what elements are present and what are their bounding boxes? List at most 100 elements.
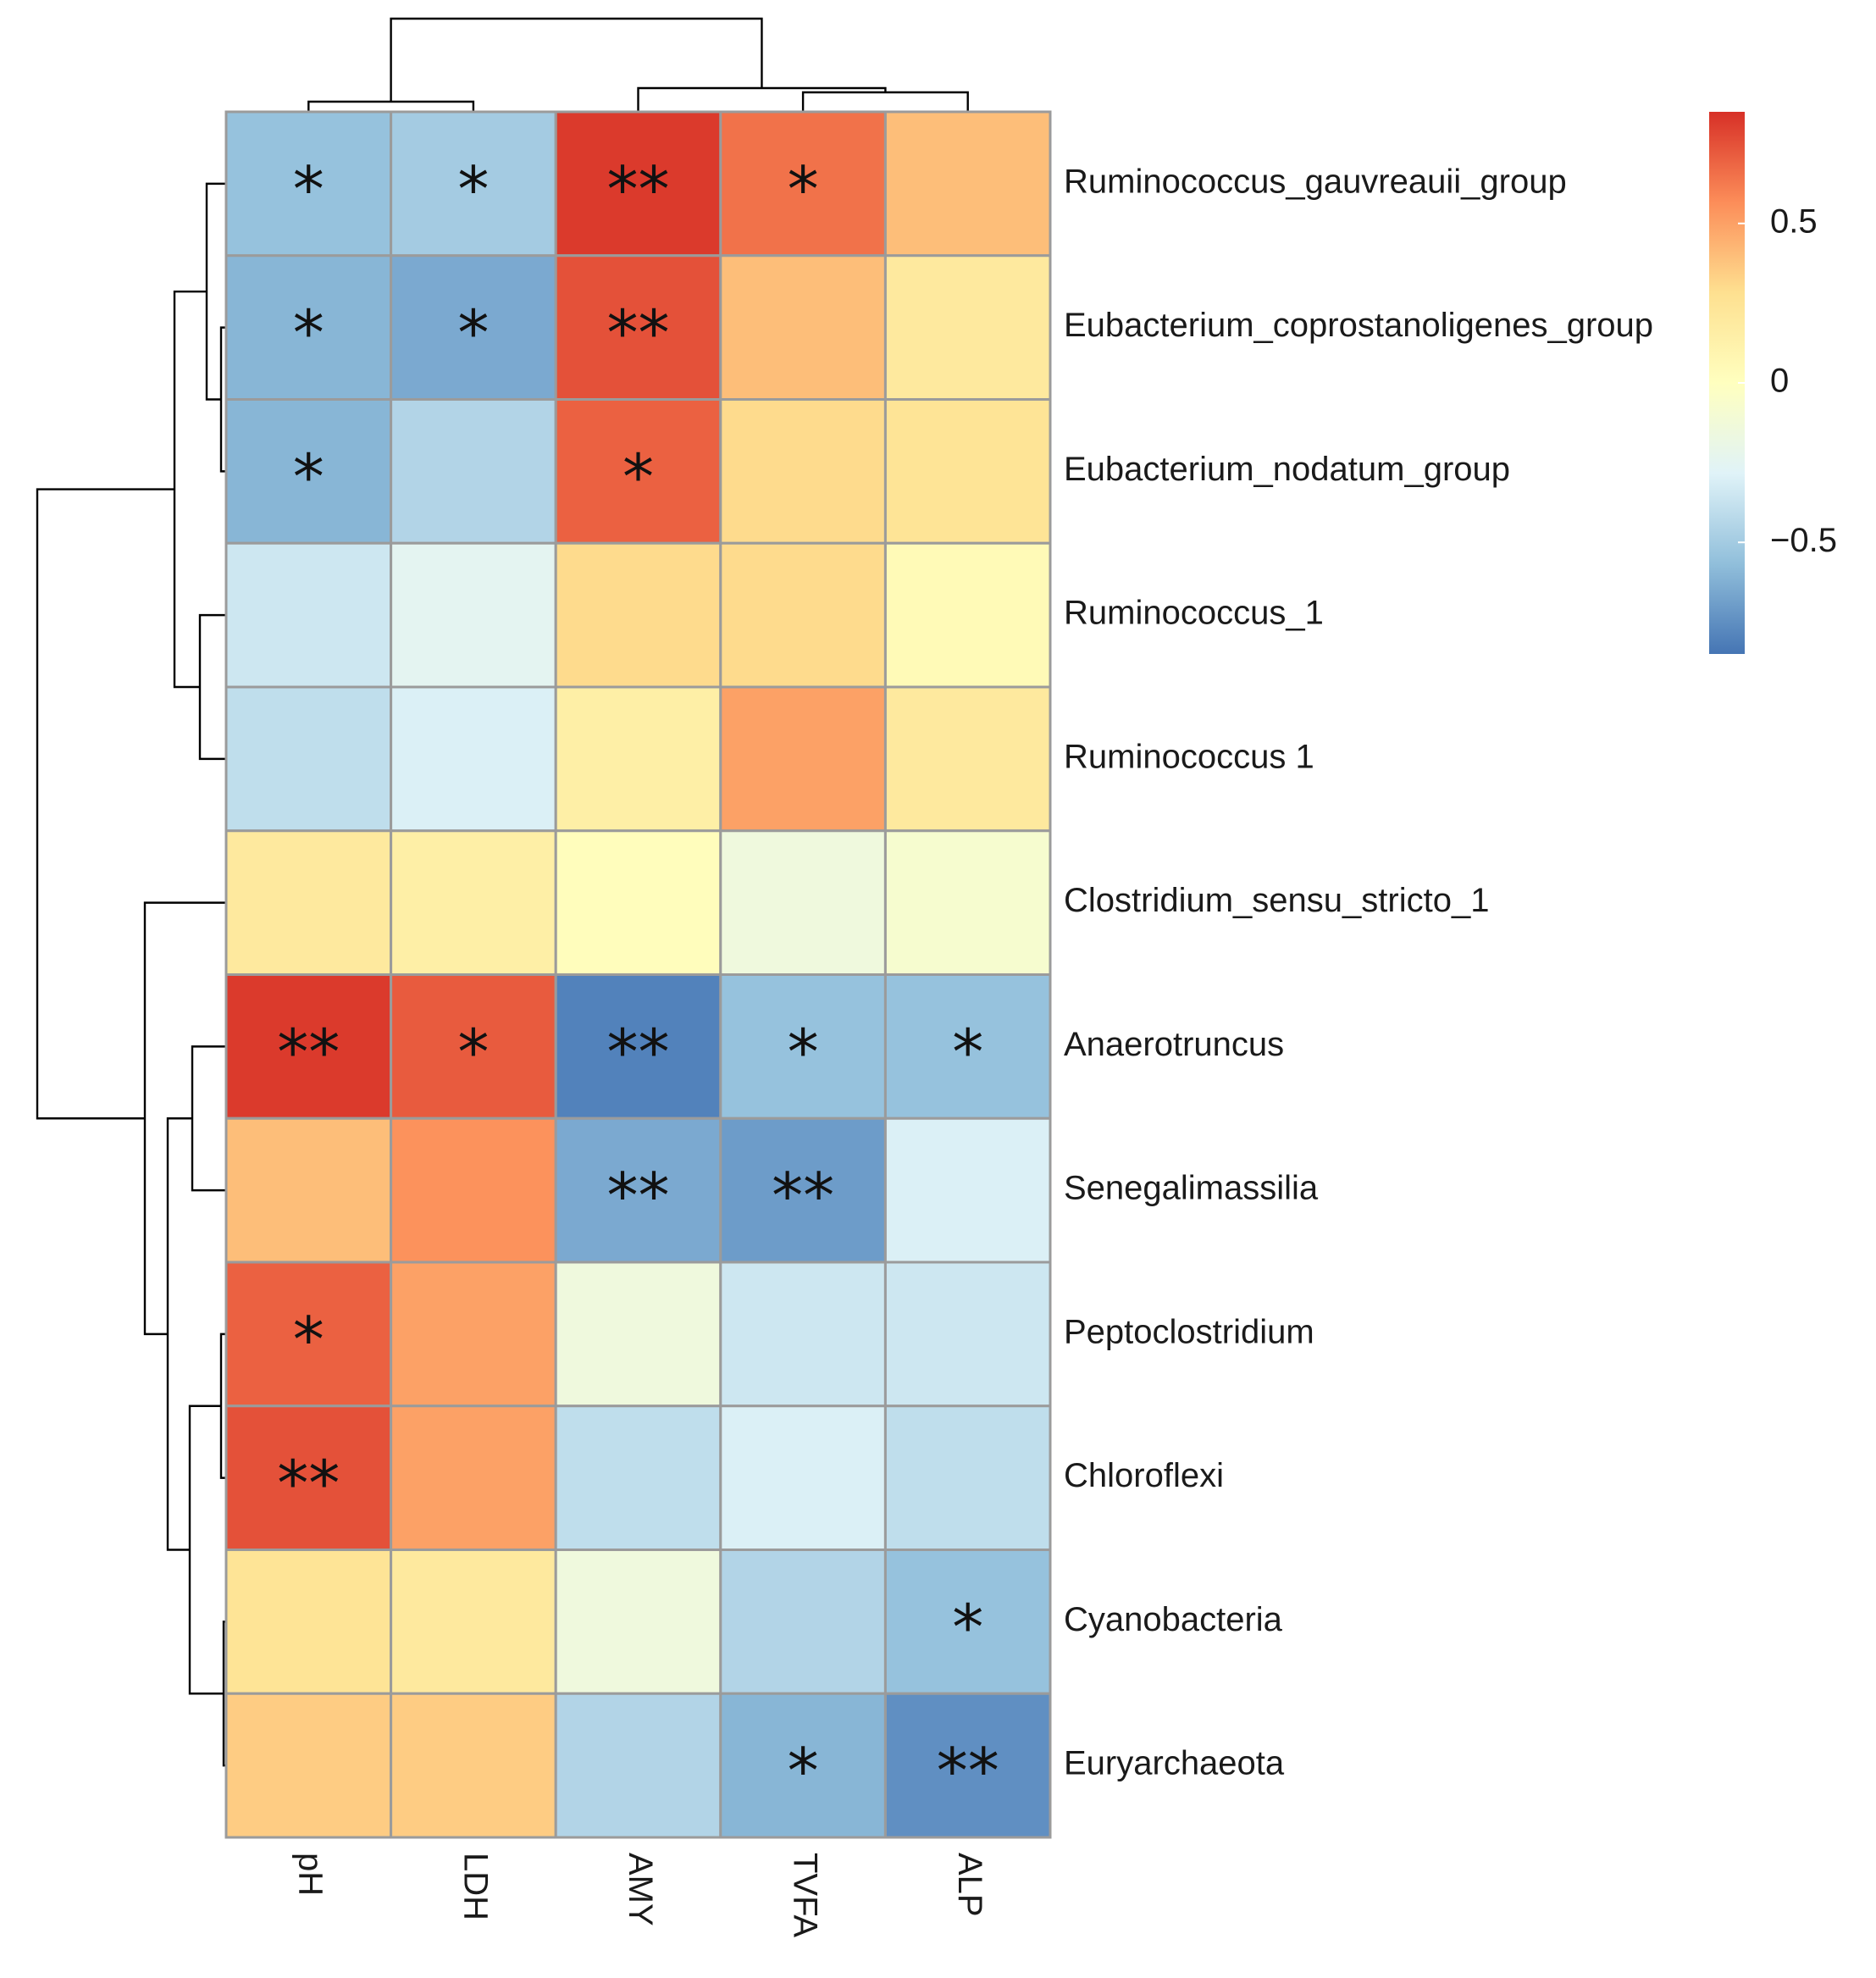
row-dendrogram bbox=[36, 182, 226, 1767]
heatmap-cell bbox=[390, 398, 557, 545]
heatmap-cell bbox=[554, 541, 722, 689]
dendrogram-branch bbox=[205, 182, 226, 401]
heatmap-cell bbox=[719, 254, 887, 401]
heatmap-cell bbox=[390, 1549, 557, 1695]
significance-star: ** bbox=[937, 1735, 999, 1808]
heatmap-cell bbox=[719, 1116, 887, 1264]
dendrogram-branch bbox=[801, 91, 969, 112]
color-legend: 0.5 0 −0.5 bbox=[1709, 112, 1837, 654]
heatmap-cell bbox=[883, 829, 1052, 976]
significance-star: * bbox=[293, 297, 324, 370]
heatmap-cell bbox=[390, 1260, 557, 1408]
heatmap-cell bbox=[719, 1260, 887, 1408]
heatmap-cell bbox=[883, 110, 1052, 258]
significance-star: * bbox=[293, 1304, 324, 1377]
dendrogram-branch bbox=[36, 488, 174, 1120]
heatmap-cells bbox=[224, 110, 1052, 1839]
heatmap-cell bbox=[224, 1692, 393, 1839]
significance-star: ** bbox=[607, 1160, 670, 1233]
heatmap-cell bbox=[390, 1116, 557, 1264]
heatmap-cell bbox=[719, 398, 887, 545]
heatmap-cell bbox=[719, 829, 887, 976]
significance-star: * bbox=[788, 1735, 819, 1808]
significance-star: * bbox=[293, 153, 324, 226]
heatmap-cell bbox=[554, 110, 722, 258]
row-label: Chloroflexi bbox=[1064, 1457, 1224, 1494]
heatmap-cell bbox=[554, 1116, 722, 1264]
heatmap-cell bbox=[719, 1549, 887, 1695]
heatmap-cell bbox=[390, 1692, 557, 1839]
row-label: Ruminococcus 1 bbox=[1064, 738, 1314, 775]
row-labels: Ruminococcus_gauvreauii_group Eubacterium… bbox=[1064, 163, 1653, 1781]
heatmap-cell bbox=[554, 1260, 722, 1408]
dendrogram-branch bbox=[188, 1405, 224, 1695]
legend-tick-label: 0 bbox=[1770, 363, 1789, 400]
heatmap-cell bbox=[719, 1405, 887, 1551]
row-label: Clostridium_sensu_stricto_1 bbox=[1064, 882, 1489, 919]
heatmap-cell bbox=[390, 973, 557, 1120]
column-labels: pH LDH AMY TVFA ALP bbox=[292, 1853, 988, 1937]
row-label: Cyanobacteria bbox=[1064, 1601, 1283, 1638]
dendrogram-branch bbox=[307, 100, 475, 112]
column-dendrogram bbox=[307, 17, 969, 112]
heatmap-cell bbox=[883, 1692, 1052, 1839]
row-label: Peptoclostridium bbox=[1064, 1313, 1314, 1350]
row-label: Anaerotruncus bbox=[1064, 1026, 1284, 1063]
heatmap-cell bbox=[719, 973, 887, 1120]
row-label: Ruminococcus_1 bbox=[1064, 595, 1324, 632]
heatmap-cell bbox=[883, 541, 1052, 689]
heatmap-cell bbox=[554, 1405, 722, 1551]
heatmap-cell bbox=[224, 254, 393, 401]
column-label: AMY bbox=[622, 1853, 659, 1926]
significance-star: * bbox=[788, 1016, 819, 1089]
heatmap-cell bbox=[719, 685, 887, 833]
column-label: LDH bbox=[457, 1853, 494, 1920]
significance-star: ** bbox=[607, 153, 670, 226]
heatmap-cell bbox=[224, 1116, 393, 1264]
significance-marks: * * ** ** * *** *** * ** * *** ******* ** bbox=[277, 153, 999, 1808]
heatmap-cell bbox=[224, 110, 393, 258]
heatmap-cell bbox=[883, 398, 1052, 545]
column-label: pH bbox=[292, 1853, 329, 1896]
significance-star: ** bbox=[607, 297, 670, 370]
heatmap-cell bbox=[224, 685, 393, 833]
significance-star: * bbox=[623, 440, 654, 513]
column-label: ALP bbox=[951, 1853, 988, 1917]
heatmap-cell bbox=[883, 973, 1052, 1120]
row-label: Senegalimassilia bbox=[1064, 1170, 1319, 1207]
significance-star: * bbox=[952, 1591, 983, 1664]
row-label: Eubacterium_nodatum_group bbox=[1064, 451, 1510, 488]
significance-star: * bbox=[457, 153, 489, 226]
legend-tick-label: 0.5 bbox=[1770, 202, 1818, 240]
heatmap-cell bbox=[554, 685, 722, 833]
column-label: TVFA bbox=[787, 1853, 824, 1937]
heatmap-cell bbox=[554, 254, 722, 401]
dendrogram-branch bbox=[198, 613, 226, 761]
significance-star: * bbox=[293, 440, 324, 513]
row-label: Eubacterium_coprostanoligenes_group bbox=[1064, 307, 1653, 344]
heatmap-cell bbox=[883, 685, 1052, 833]
significance-star: * bbox=[457, 297, 489, 370]
heatmap-cell bbox=[883, 1549, 1052, 1695]
heatmap-cell bbox=[883, 1405, 1052, 1551]
heatmap-cell bbox=[224, 829, 393, 976]
significance-star: * bbox=[457, 1016, 489, 1089]
heatmap-cell bbox=[224, 1549, 393, 1695]
significance-star: ** bbox=[277, 1448, 340, 1521]
dendrogram-branch bbox=[166, 1117, 192, 1551]
dendrogram-branch bbox=[173, 290, 207, 689]
dendrogram-branch bbox=[390, 17, 763, 102]
significance-star: ** bbox=[772, 1160, 834, 1233]
heatmap-cell bbox=[883, 254, 1052, 401]
heatmap-cell bbox=[390, 685, 557, 833]
heatmap-cell bbox=[554, 398, 722, 545]
legend-tick-label: −0.5 bbox=[1770, 522, 1837, 559]
row-label: Euryarchaeota bbox=[1064, 1745, 1285, 1782]
heatmap-cell bbox=[224, 1260, 393, 1408]
heatmap-cell bbox=[390, 541, 557, 689]
heatmap-cell bbox=[390, 254, 557, 401]
heatmap-cell bbox=[719, 541, 887, 689]
significance-star: * bbox=[952, 1016, 983, 1089]
